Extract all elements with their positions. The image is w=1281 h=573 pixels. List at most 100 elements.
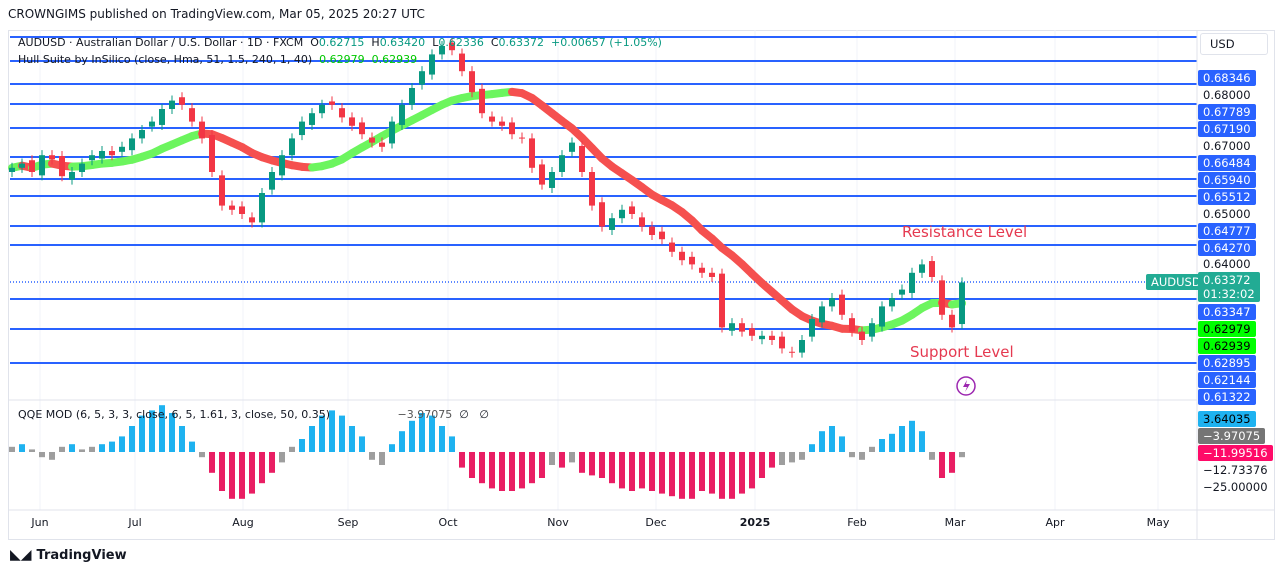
candle xyxy=(909,267,915,298)
qqe-bar xyxy=(299,439,305,452)
candle-body xyxy=(459,53,465,72)
currency-button[interactable]: USD xyxy=(1200,33,1268,55)
candle-body xyxy=(159,109,165,125)
candle-body xyxy=(679,251,685,261)
candle xyxy=(179,92,185,110)
close-label: C xyxy=(490,36,499,49)
qqe-bar xyxy=(709,452,715,494)
qqe-bar xyxy=(369,452,375,460)
candle-body xyxy=(169,100,175,109)
alert-icon[interactable] xyxy=(956,376,976,396)
qqe-bar xyxy=(359,436,365,452)
candle xyxy=(879,301,885,332)
time-axis-tick: Sep xyxy=(337,516,359,529)
qqe-bar xyxy=(399,431,405,452)
candle xyxy=(239,201,245,220)
qqe-bar xyxy=(49,452,55,460)
candle-body xyxy=(179,97,185,105)
qqe-legend[interactable]: QQE MOD (6, 5, 3, 3, close, 6, 5, 1.61, … xyxy=(18,408,489,421)
candle-body xyxy=(79,163,85,172)
candle-body xyxy=(139,130,145,139)
candle xyxy=(119,141,125,157)
qqe-bar xyxy=(909,420,915,452)
candle-body xyxy=(49,155,55,160)
hull-legend[interactable]: Hull Suite by InSilico (close, Hma, 51, … xyxy=(18,53,417,66)
qqe-label-negative: −11.99516 xyxy=(1198,445,1273,461)
candle-body xyxy=(689,256,695,265)
candle xyxy=(439,40,445,60)
level-price-label: 0.64270 xyxy=(1198,240,1256,256)
candle-body xyxy=(469,71,475,93)
candle xyxy=(849,313,855,337)
qqe-bar xyxy=(919,431,925,452)
candle xyxy=(269,166,275,195)
level-price-label: 0.63347 xyxy=(1198,304,1256,320)
candle xyxy=(809,313,815,342)
qqe-bar xyxy=(99,444,105,452)
hull-title: Hull Suite by InSilico (close, Hma, 51, … xyxy=(18,53,313,66)
qqe-bar xyxy=(79,449,85,452)
candle-body xyxy=(299,121,305,136)
qqe-bar xyxy=(929,452,935,460)
chart-frame xyxy=(8,30,1275,540)
qqe-bar xyxy=(869,446,875,452)
candle-body xyxy=(789,351,795,353)
qqe-bar xyxy=(629,452,635,491)
candle xyxy=(659,226,665,245)
brand-name: TradingView xyxy=(36,547,127,563)
time-axis-tick: Jul xyxy=(128,516,142,529)
candle-body xyxy=(549,172,555,188)
qqe-bar xyxy=(9,446,15,452)
hull-label-1: 0.62979 xyxy=(1198,321,1256,337)
candle-body xyxy=(339,108,345,118)
candle-body xyxy=(669,242,675,252)
qqe-bar xyxy=(219,452,225,491)
candle-body xyxy=(239,206,245,214)
candle xyxy=(369,132,375,148)
level-price-label: 0.61322 xyxy=(1198,389,1256,405)
symbol-legend[interactable]: AUDUSD · Australian Dollar / U.S. Dollar… xyxy=(18,36,662,49)
qqe-bar xyxy=(459,452,465,468)
candle-body xyxy=(599,202,605,227)
candle xyxy=(819,301,825,328)
tradingview-logo[interactable]: ◣◢ TradingView xyxy=(10,547,127,563)
level-price-label: 0.65940 xyxy=(1198,172,1256,188)
qqe-bar xyxy=(889,433,895,452)
candle xyxy=(929,256,935,283)
qqe-bar xyxy=(579,452,585,473)
qqe-bar xyxy=(189,441,195,452)
candle xyxy=(949,309,955,333)
time-axis-tick: Aug xyxy=(232,516,254,529)
support-annotation: Support Level xyxy=(910,343,1014,361)
candle-body xyxy=(89,155,95,161)
qqe-bar xyxy=(419,413,425,452)
candle xyxy=(499,116,505,131)
axis-price-tick: 0.68000 xyxy=(1198,87,1256,103)
candle xyxy=(449,37,455,56)
candle-body xyxy=(839,294,845,315)
time-axis-tick: Mar xyxy=(944,516,966,529)
qqe-bar xyxy=(429,415,435,452)
candle-body xyxy=(579,145,585,172)
candle xyxy=(859,326,865,346)
candle xyxy=(749,323,755,341)
candle xyxy=(29,155,35,178)
candle-body xyxy=(949,314,955,328)
qqe-bar xyxy=(39,452,45,458)
low-label: L xyxy=(432,36,439,49)
qqe-bar xyxy=(679,452,685,499)
candle xyxy=(229,200,235,215)
candle-body xyxy=(729,323,735,331)
candle-body xyxy=(269,172,275,190)
hull-value-1: 0.62979 xyxy=(319,53,365,66)
candle xyxy=(619,204,625,224)
axis-price-tick: 0.67000 xyxy=(1198,138,1256,154)
qqe-bar xyxy=(349,426,355,452)
time-axis-tick: Oct xyxy=(438,516,458,529)
candle-body xyxy=(389,121,395,144)
qqe-bar xyxy=(649,452,655,491)
qqe-bar xyxy=(269,452,275,473)
candle-body xyxy=(439,46,445,55)
candle xyxy=(129,133,135,156)
